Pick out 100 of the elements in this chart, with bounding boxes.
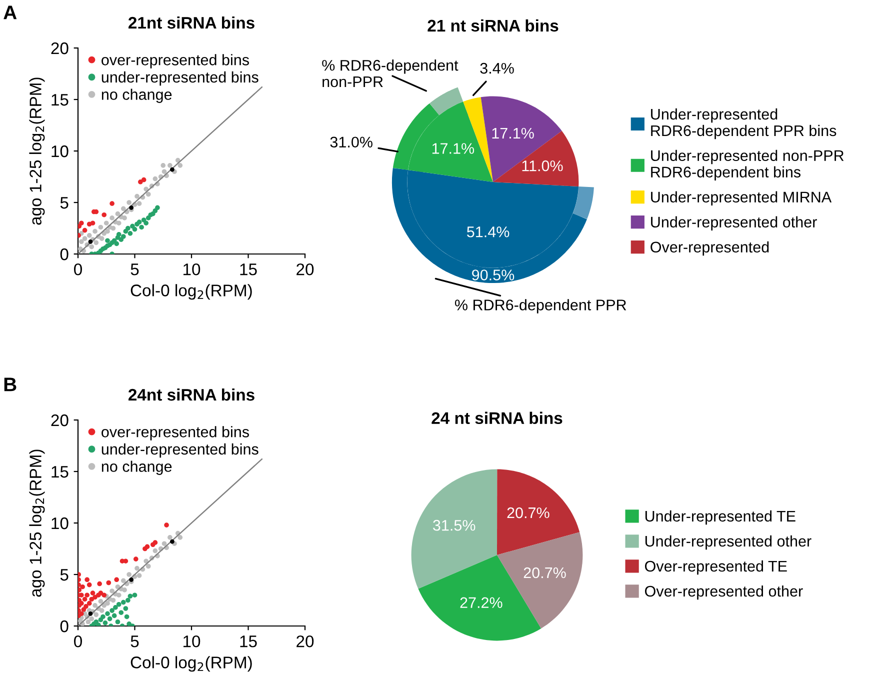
point (162, 541, 167, 546)
point (114, 577, 119, 582)
point (110, 588, 114, 594)
point (104, 220, 109, 226)
data-label: 51.4% (467, 226, 510, 238)
point (170, 539, 174, 544)
legend-label: Over-represented other (645, 585, 803, 600)
point (164, 522, 169, 528)
point (86, 582, 92, 588)
y-tick-label: 0 (60, 248, 68, 260)
point (126, 200, 132, 205)
x-tick-label: 0 (74, 263, 82, 276)
point (136, 220, 142, 224)
point (144, 220, 149, 226)
text: 90.5% (472, 270, 514, 280)
chart-title: 21nt siRNA bins (128, 16, 254, 29)
point (99, 608, 104, 613)
data-label: 17.1% (492, 128, 534, 139)
point (136, 201, 142, 206)
point (116, 592, 122, 598)
x-tick-label: 20 (296, 263, 314, 276)
point (138, 179, 143, 184)
text: % RDR6-dependent PPR (454, 299, 626, 314)
legend-label: Under-represented other (645, 535, 812, 550)
point (132, 592, 138, 598)
point (162, 169, 167, 174)
legend-label: Under-represented non-PPR RDR6-dependent bins (651, 150, 844, 181)
point (86, 233, 92, 238)
point (90, 590, 96, 596)
point (126, 572, 132, 577)
point (129, 577, 134, 582)
point (118, 610, 124, 616)
point (84, 577, 90, 582)
point (79, 220, 84, 226)
point (110, 598, 116, 603)
point (96, 622, 101, 626)
data-label: 20.7% (524, 567, 566, 578)
y-tick-label: 0 (60, 620, 68, 632)
point (120, 206, 126, 212)
point (105, 600, 110, 606)
text: 31.0% (330, 136, 372, 148)
point (128, 230, 133, 236)
point (116, 602, 122, 607)
point (134, 566, 140, 571)
x-tick-label: 10 (184, 635, 200, 648)
point (126, 622, 132, 626)
pie-slice (411, 469, 498, 589)
point (84, 592, 90, 598)
point (88, 611, 93, 616)
point (89, 244, 94, 250)
point (94, 612, 99, 618)
point (78, 588, 82, 592)
point (97, 581, 102, 586)
chart-title: 24 nt siRNA bins (432, 412, 562, 424)
point (133, 556, 138, 562)
point (102, 620, 108, 626)
x-tick-label: 5 (130, 264, 139, 276)
text: B (4, 378, 16, 392)
point (168, 163, 172, 168)
point (107, 616, 112, 622)
point (139, 224, 144, 230)
point (134, 194, 140, 199)
point (116, 232, 122, 237)
point (105, 238, 110, 244)
pie-slice (497, 469, 580, 555)
point (128, 594, 133, 599)
text: A (4, 6, 17, 20)
point (106, 580, 112, 586)
point (88, 239, 93, 244)
point (132, 226, 138, 232)
point (92, 228, 98, 234)
point (82, 228, 88, 233)
point (89, 616, 94, 622)
point (98, 590, 104, 596)
point (136, 573, 142, 578)
legend-label: Under-represented TE (645, 510, 796, 525)
x-tick-label: 5 (130, 636, 139, 648)
legend-label: no change (102, 460, 172, 475)
point (120, 578, 126, 584)
point (126, 598, 130, 603)
point (123, 558, 128, 564)
text: % RDR6-dependent non-PPR (322, 60, 458, 88)
point (123, 606, 128, 611)
point (146, 192, 151, 197)
point (115, 211, 120, 216)
point (79, 611, 84, 616)
point (110, 226, 116, 231)
point (122, 216, 127, 220)
point (112, 613, 117, 618)
legend-label: Under-represented MIRNA (651, 191, 832, 206)
legend-label: under-represented bins (102, 71, 258, 86)
point (113, 605, 118, 610)
point (105, 611, 110, 616)
point (105, 228, 110, 234)
point (100, 614, 106, 620)
legend-label: under-represented bins (102, 443, 258, 458)
legend-label: Under-represented RDR6-dependent PPR bins (651, 108, 836, 140)
point (98, 598, 104, 604)
data-label: 3.4% (480, 62, 514, 74)
point (84, 604, 88, 609)
